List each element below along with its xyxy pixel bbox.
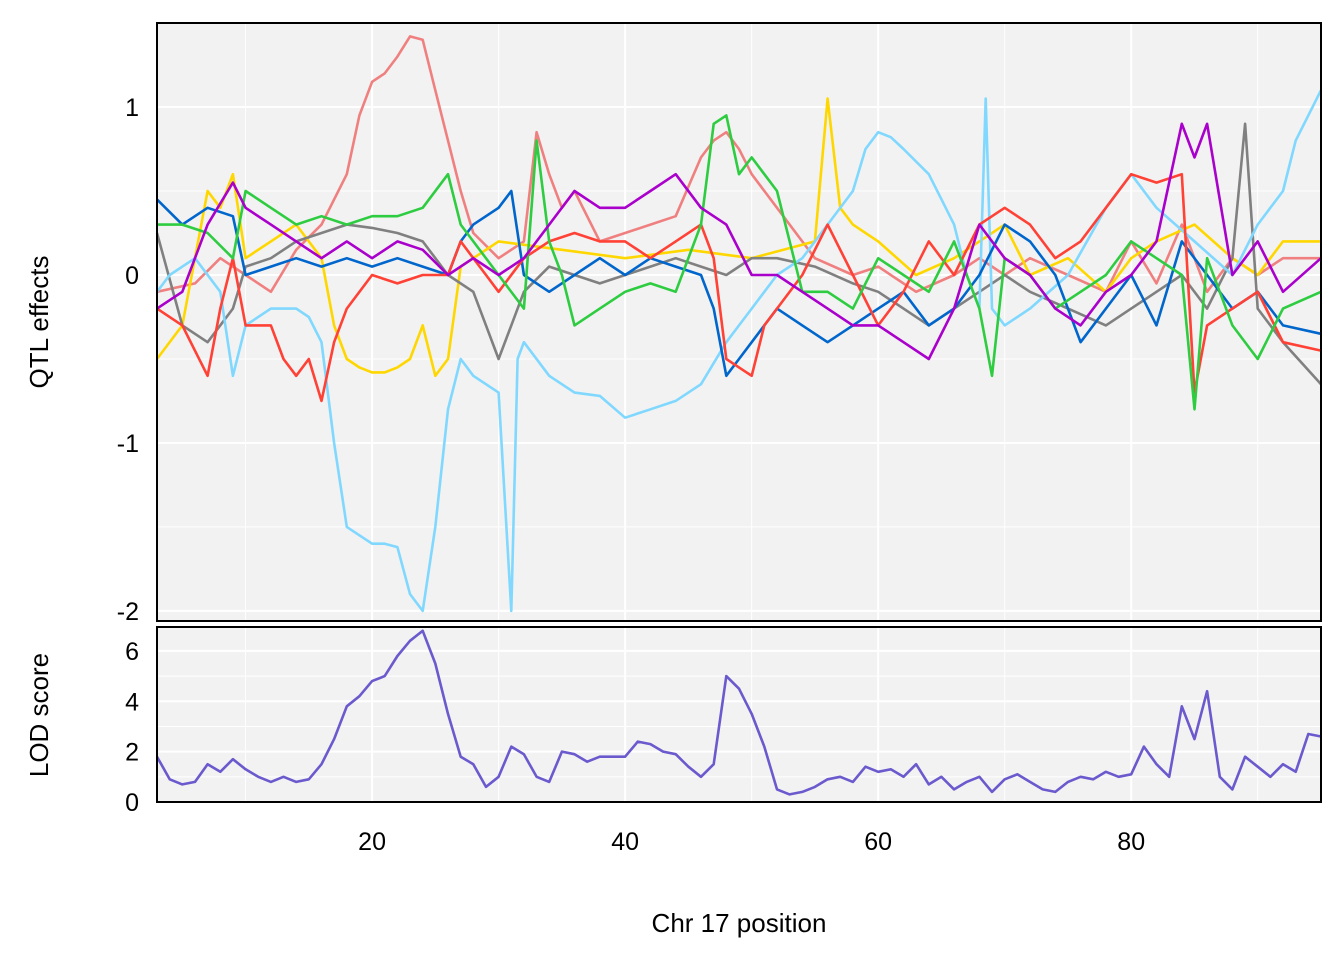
effects-series-line-5	[156, 189, 1322, 378]
lod-y-axis-title: LOD score	[24, 653, 54, 777]
effects-series-group	[155, 35, 1323, 613]
lod-y-ticks: 0 2 4 6	[125, 638, 139, 817]
x-axis-title: Chr 17 position	[652, 908, 827, 938]
lod-series-line-1	[155, 629, 1322, 796]
lod-series-group	[155, 629, 1322, 796]
lod-y-tick-label: 0	[125, 789, 139, 817]
effects-series-line-3	[155, 122, 1322, 386]
lod-panel: 0 2 4 6 20 40 60 80 LOD score Chr 17 position	[24, 626, 1322, 938]
effects-panel-background	[157, 23, 1321, 621]
effects-panel-border	[156, 22, 1322, 622]
effects-y-ticks: 1 0 -1 -2	[117, 94, 139, 626]
lod-x-tick-label: 80	[1117, 828, 1145, 856]
lod-x-tick-label: 60	[864, 828, 892, 856]
lod-y-tick-label: 4	[125, 688, 139, 716]
effects-panel: 1 0 -1 -2 QTL effects	[24, 22, 1323, 626]
lod-y-tick-label: 2	[125, 739, 139, 767]
effects-y-tick-label: 0	[125, 262, 139, 290]
lod-panel-background	[157, 627, 1321, 802]
effects-y-tick-label: 1	[125, 94, 139, 122]
effects-y-tick-label: -2	[117, 598, 139, 626]
lod-y-tick-label: 6	[125, 638, 139, 666]
effects-series-line-4	[155, 89, 1323, 613]
effects-series-line-7	[157, 114, 1322, 411]
effects-y-axis-title: QTL effects	[24, 256, 54, 389]
lod-x-tick-label: 40	[611, 828, 639, 856]
lod-x-ticks: 20 40 60 80	[358, 828, 1145, 856]
lod-panel-border	[156, 626, 1322, 803]
effects-series-line-8	[156, 122, 1322, 361]
effects-y-tick-label: -1	[117, 430, 139, 458]
lod-x-tick-label: 20	[358, 828, 386, 856]
effects-series-line-1	[156, 35, 1321, 294]
effects-series-line-2	[155, 97, 1321, 378]
